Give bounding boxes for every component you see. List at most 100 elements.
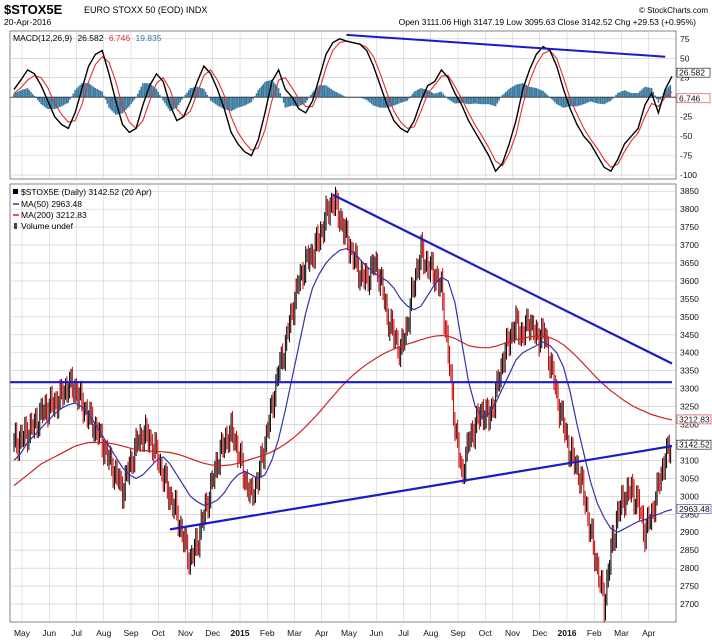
macd-hist-bar	[425, 89, 427, 98]
macd-hist-bar	[289, 97, 292, 107]
macd-hist-bar	[538, 89, 541, 98]
macd-hist-bar	[406, 97, 409, 101]
macd-hist-bar	[120, 97, 122, 114]
macd-hist-bar	[518, 83, 521, 98]
macd-hist-bar	[667, 86, 670, 98]
x-axis: May Jun Jul Aug Sep Oct Nov Dec 2015 Feb Mar Apr May…	[14, 628, 656, 638]
macd-legend-signal-value: 6.746	[109, 33, 131, 43]
macd-hist-bar	[162, 97, 165, 101]
macd-hist-bar	[130, 97, 132, 105]
macd-hist-bar	[209, 97, 212, 101]
macd-hist-bar	[649, 87, 651, 98]
macd-hist-bar	[315, 88, 317, 98]
price-y-tick: 3050	[680, 473, 699, 483]
macd-hist-bar	[252, 97, 254, 100]
macd-hist-bar	[306, 97, 309, 101]
macd-hist-bar	[623, 90, 626, 98]
macd-hist-bar	[481, 97, 483, 105]
macd-hist-bar	[438, 92, 441, 98]
macd-hist-bar	[410, 96, 412, 98]
macd-hist-bar	[191, 87, 193, 98]
x-tick-label: Jun	[42, 628, 56, 638]
macd-hist-bar	[223, 97, 226, 110]
macd-hist-bar	[560, 97, 563, 107]
x-tick-label: May	[341, 628, 358, 638]
macd-hist-bar	[669, 84, 672, 98]
price-bars	[13, 186, 672, 623]
macd-hist-bar	[333, 91, 336, 98]
macd-hist-bar	[620, 91, 622, 98]
macd-hist-bar	[559, 97, 561, 106]
macd-hist-bar	[622, 90, 624, 98]
macd-hist-bar	[579, 97, 582, 106]
macd-hist-bar	[404, 97, 407, 102]
price-lines	[13, 247, 673, 533]
macd-hist-bar	[142, 83, 144, 98]
x-tick-label: Apr	[642, 628, 655, 638]
price-y-tick: 2900	[680, 527, 699, 537]
macd-hist-bar	[647, 87, 650, 98]
price-y-tick: 3350	[680, 366, 699, 376]
macd-hist-bar	[340, 94, 343, 98]
macd-hist-bar	[513, 85, 516, 98]
macd-hist-bar	[233, 97, 236, 110]
macd-hist-bar	[437, 92, 439, 98]
macd-hist-bar	[523, 84, 526, 98]
macd-hist-bar	[606, 97, 609, 103]
macd-hist-bar	[589, 97, 592, 102]
macd-hist-bar	[479, 97, 482, 105]
macd-hist-bar	[99, 90, 102, 98]
macd-hist-bar	[455, 97, 458, 104]
x-tick-label: Nov	[505, 628, 521, 638]
price-value-tag-text: 2963.48	[679, 504, 710, 514]
macd-hist-bar	[632, 93, 634, 98]
macd-hist-bar	[635, 93, 638, 98]
price-value-tag	[676, 414, 712, 425]
macd-hist-bar	[72, 93, 75, 98]
macd-hist-bar	[391, 97, 393, 107]
macd-hist-bar	[562, 97, 565, 108]
macd-hist-bar	[567, 97, 570, 107]
price-y-tick: 3750	[680, 222, 699, 232]
macd-hist-bar	[264, 81, 266, 98]
ohlc-summary: Open 3111.06 High 3147.19 Low 3095.63 Cl…	[399, 17, 697, 27]
price-value-tag	[676, 504, 712, 514]
macd-hist-bar	[477, 97, 480, 104]
macd-hist-bar	[159, 94, 161, 98]
macd-hist-bar	[362, 97, 365, 99]
macd-hist-bar	[186, 92, 188, 98]
macd-hist-bar	[398, 97, 400, 104]
macd-hist-bar	[335, 91, 338, 98]
macd-hist-bar	[442, 93, 444, 98]
chart-date: 20-Apr-2016	[4, 17, 52, 27]
macd-hist-bar	[231, 97, 234, 111]
macd-hist-bar	[364, 97, 366, 100]
macd-hist-bar	[603, 97, 605, 105]
macd-hist-bar	[440, 91, 443, 98]
macd-legend-macd-value: 26.582	[77, 33, 103, 43]
macd-hist-bar	[535, 88, 538, 98]
x-tick-label: Aug	[96, 628, 111, 638]
symbol-title: $STOX5E	[4, 2, 63, 17]
macd-hist-bar	[199, 87, 202, 98]
price-y-tick: 3100	[680, 455, 699, 465]
macd-hist-bar	[598, 97, 600, 104]
macd-hist-bar	[267, 80, 270, 98]
macd-hist-bar	[245, 97, 248, 105]
macd-hist-bar	[381, 97, 383, 108]
macd-hist-bar	[270, 79, 273, 98]
signal-line	[13, 40, 673, 168]
price-y-tick: 2700	[680, 599, 699, 609]
macd-hist-bar	[525, 84, 527, 98]
macd-hist-bar	[469, 97, 471, 105]
macd-hist-bar	[401, 97, 404, 103]
price-y-tick: 3450	[680, 330, 699, 340]
price-trendline	[169, 444, 673, 531]
macd-hist-bar	[126, 97, 129, 109]
macd-hist-bar	[540, 90, 543, 98]
price-value-tag	[676, 439, 712, 450]
macd-hist-bar	[557, 97, 560, 106]
macd-hist-bar	[506, 90, 509, 98]
macd-hist-bar	[583, 97, 585, 105]
macd-hist-bar	[133, 97, 136, 100]
